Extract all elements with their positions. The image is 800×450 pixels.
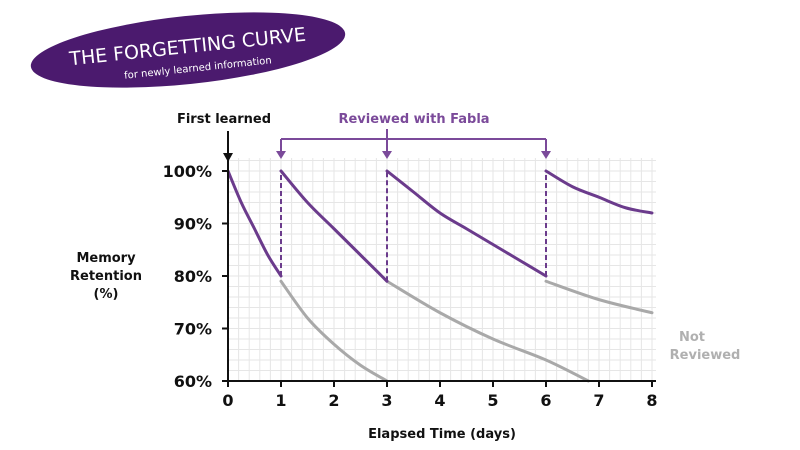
y-tick-label: 70% — [174, 320, 212, 339]
x-tick-label: 4 — [434, 391, 445, 410]
not-reviewed-curve — [279, 279, 389, 383]
first-learned-arrowhead — [223, 153, 233, 162]
ticks: 0 1 2 3 4 5 6 7 8 60% 70% 80% 90% 100% — [163, 162, 658, 410]
y-tick-label: 100% — [163, 162, 212, 181]
reviewed-curve — [226, 169, 283, 278]
reviewed-curve — [385, 169, 548, 278]
title-banner: THE FORGETTING CURVE for newly learned i… — [30, 12, 346, 88]
review-bracket-arrowhead — [541, 151, 551, 159]
x-tick-label: 0 — [222, 391, 233, 410]
reviewed-curve — [279, 169, 389, 283]
x-tick-label: 2 — [328, 391, 339, 410]
x-tick-label: 3 — [381, 391, 392, 410]
x-tick-label: 5 — [487, 391, 498, 410]
y-axis-title-line2: Retention — [70, 269, 142, 284]
not-reviewed-curve — [544, 279, 654, 315]
y-tick-label: 80% — [174, 267, 212, 286]
review-bracket-arrowhead — [276, 151, 286, 159]
first-learned-label: First learned — [177, 112, 271, 127]
not-reviewed-curve — [385, 279, 590, 383]
y-axis-title: Memory Retention (%) — [70, 251, 142, 302]
not-reviewed-label-line1: Not — [679, 330, 705, 345]
y-tick-label: 60% — [174, 372, 212, 391]
plot-area: 0 1 2 3 4 5 6 7 8 60% 70% 80% 90% 100% — [163, 158, 658, 410]
not-reviewed-label-line2: Reviewed — [670, 348, 741, 363]
x-tick-label: 6 — [540, 391, 551, 410]
series-layer — [226, 169, 654, 383]
x-axis-title: Elapsed Time (days) — [368, 427, 516, 442]
reviewed-label: Reviewed with Fabla — [338, 112, 489, 127]
x-tick-label: 7 — [593, 391, 604, 410]
x-tick-label: 8 — [646, 391, 657, 410]
axes — [227, 158, 656, 382]
reviewed-curve — [544, 169, 654, 215]
annotations: First learned Reviewed with Fabla Not Re… — [177, 112, 740, 363]
title-banner-shape — [30, 12, 346, 88]
grid — [227, 158, 656, 382]
y-tick-label: 90% — [174, 215, 212, 234]
y-axis-title-line3: (%) — [94, 287, 119, 302]
x-tick-label: 1 — [275, 391, 286, 410]
y-axis-title-line1: Memory — [76, 251, 136, 266]
review-bracket — [276, 129, 551, 159]
